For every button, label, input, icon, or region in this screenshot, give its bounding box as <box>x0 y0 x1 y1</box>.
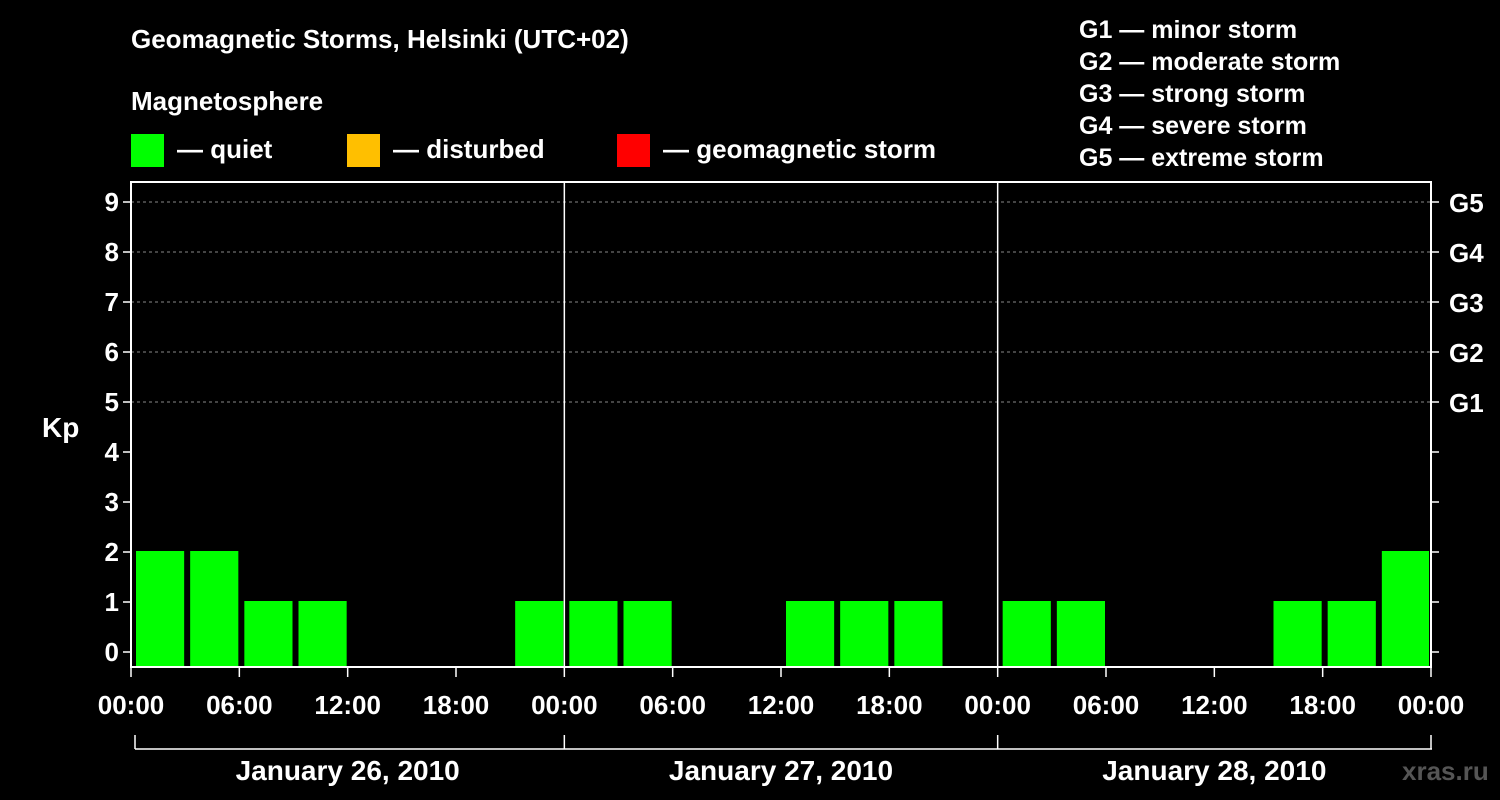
x-tick-label: 06:00 <box>1073 690 1140 720</box>
x-tick-label: 00:00 <box>531 690 598 720</box>
y-tick-label: 6 <box>105 337 119 367</box>
x-tick-label: 18:00 <box>856 690 923 720</box>
x-tick-label: 18:00 <box>423 690 490 720</box>
x-tick-label: 12:00 <box>314 690 381 720</box>
x-tick-label: 06:00 <box>206 690 273 720</box>
kp-bar <box>515 601 564 667</box>
storm-scale-g5: G5 — extreme storm <box>1079 144 1324 172</box>
day-label: January 27, 2010 <box>669 755 893 786</box>
legend-swatch-quiet <box>131 134 164 167</box>
legend-label-storm: — geomagnetic storm <box>663 134 937 164</box>
kp-bar <box>569 601 618 667</box>
y-axis-label: Kp <box>42 412 80 443</box>
legend-label-disturbed: — disturbed <box>393 134 545 164</box>
kp-bar <box>623 601 672 667</box>
storm-scale-g4: G4 — severe storm <box>1079 112 1307 140</box>
kp-bar <box>894 601 943 667</box>
day-label: January 28, 2010 <box>1102 755 1326 786</box>
right-axis-label-g4: G4 <box>1449 238 1484 268</box>
x-tick-label: 06:00 <box>639 690 706 720</box>
kp-bar <box>786 601 835 667</box>
kp-bar <box>190 551 239 667</box>
kp-bar <box>1327 601 1376 667</box>
storm-scale-legend: G1 — minor storm G2 — moderate storm G3 … <box>1079 14 1340 174</box>
storm-scale-g3: G3 — strong storm <box>1079 80 1306 108</box>
right-axis-label-g3: G3 <box>1449 288 1484 318</box>
kp-bar <box>136 551 185 667</box>
x-tick-label: 00:00 <box>1398 690 1465 720</box>
x-tick-label: 12:00 <box>748 690 815 720</box>
y-tick-label: 2 <box>105 537 119 567</box>
chart-title: Geomagnetic Storms, Helsinki (UTC+02) <box>131 24 629 54</box>
y-tick-label: 1 <box>105 587 119 617</box>
y-tick-label: 8 <box>105 237 119 267</box>
plot-frame <box>130 181 1432 668</box>
storm-scale-g2: G2 — moderate storm <box>1079 48 1341 76</box>
x-tick-label: 00:00 <box>964 690 1031 720</box>
kp-bar <box>1273 601 1322 667</box>
x-tick-label: 12:00 <box>1181 690 1248 720</box>
right-axis-label-g2: G2 <box>1449 338 1484 368</box>
y-tick-label: 4 <box>105 437 120 467</box>
x-tick-label: 18:00 <box>1289 690 1356 720</box>
y-tick-label: 3 <box>105 487 119 517</box>
kp-bar <box>840 601 889 667</box>
kp-bar <box>1056 601 1105 667</box>
y-tick-label: 7 <box>105 287 119 317</box>
legend-swatch-storm <box>617 134 650 167</box>
y-tick-label: 0 <box>105 637 119 667</box>
legend-label-quiet: — quiet <box>177 134 273 164</box>
legend-heading: Magnetosphere <box>131 86 324 116</box>
right-axis-label-g1: G1 <box>1449 388 1484 418</box>
storm-scale-g1: G1 — minor storm <box>1079 16 1298 44</box>
y-tick-label: 5 <box>105 387 119 417</box>
day-label: January 26, 2010 <box>236 755 460 786</box>
kp-bar <box>298 601 347 667</box>
y-tick-label: 9 <box>105 187 119 217</box>
legend-swatch-disturbed <box>347 134 380 167</box>
kp-bar <box>244 601 293 667</box>
watermark: xras.ru <box>1402 756 1489 786</box>
kp-bar <box>1381 551 1429 667</box>
kp-bar <box>1002 601 1051 667</box>
x-tick-label: 00:00 <box>98 690 165 720</box>
right-axis-label-g5: G5 <box>1449 188 1484 218</box>
